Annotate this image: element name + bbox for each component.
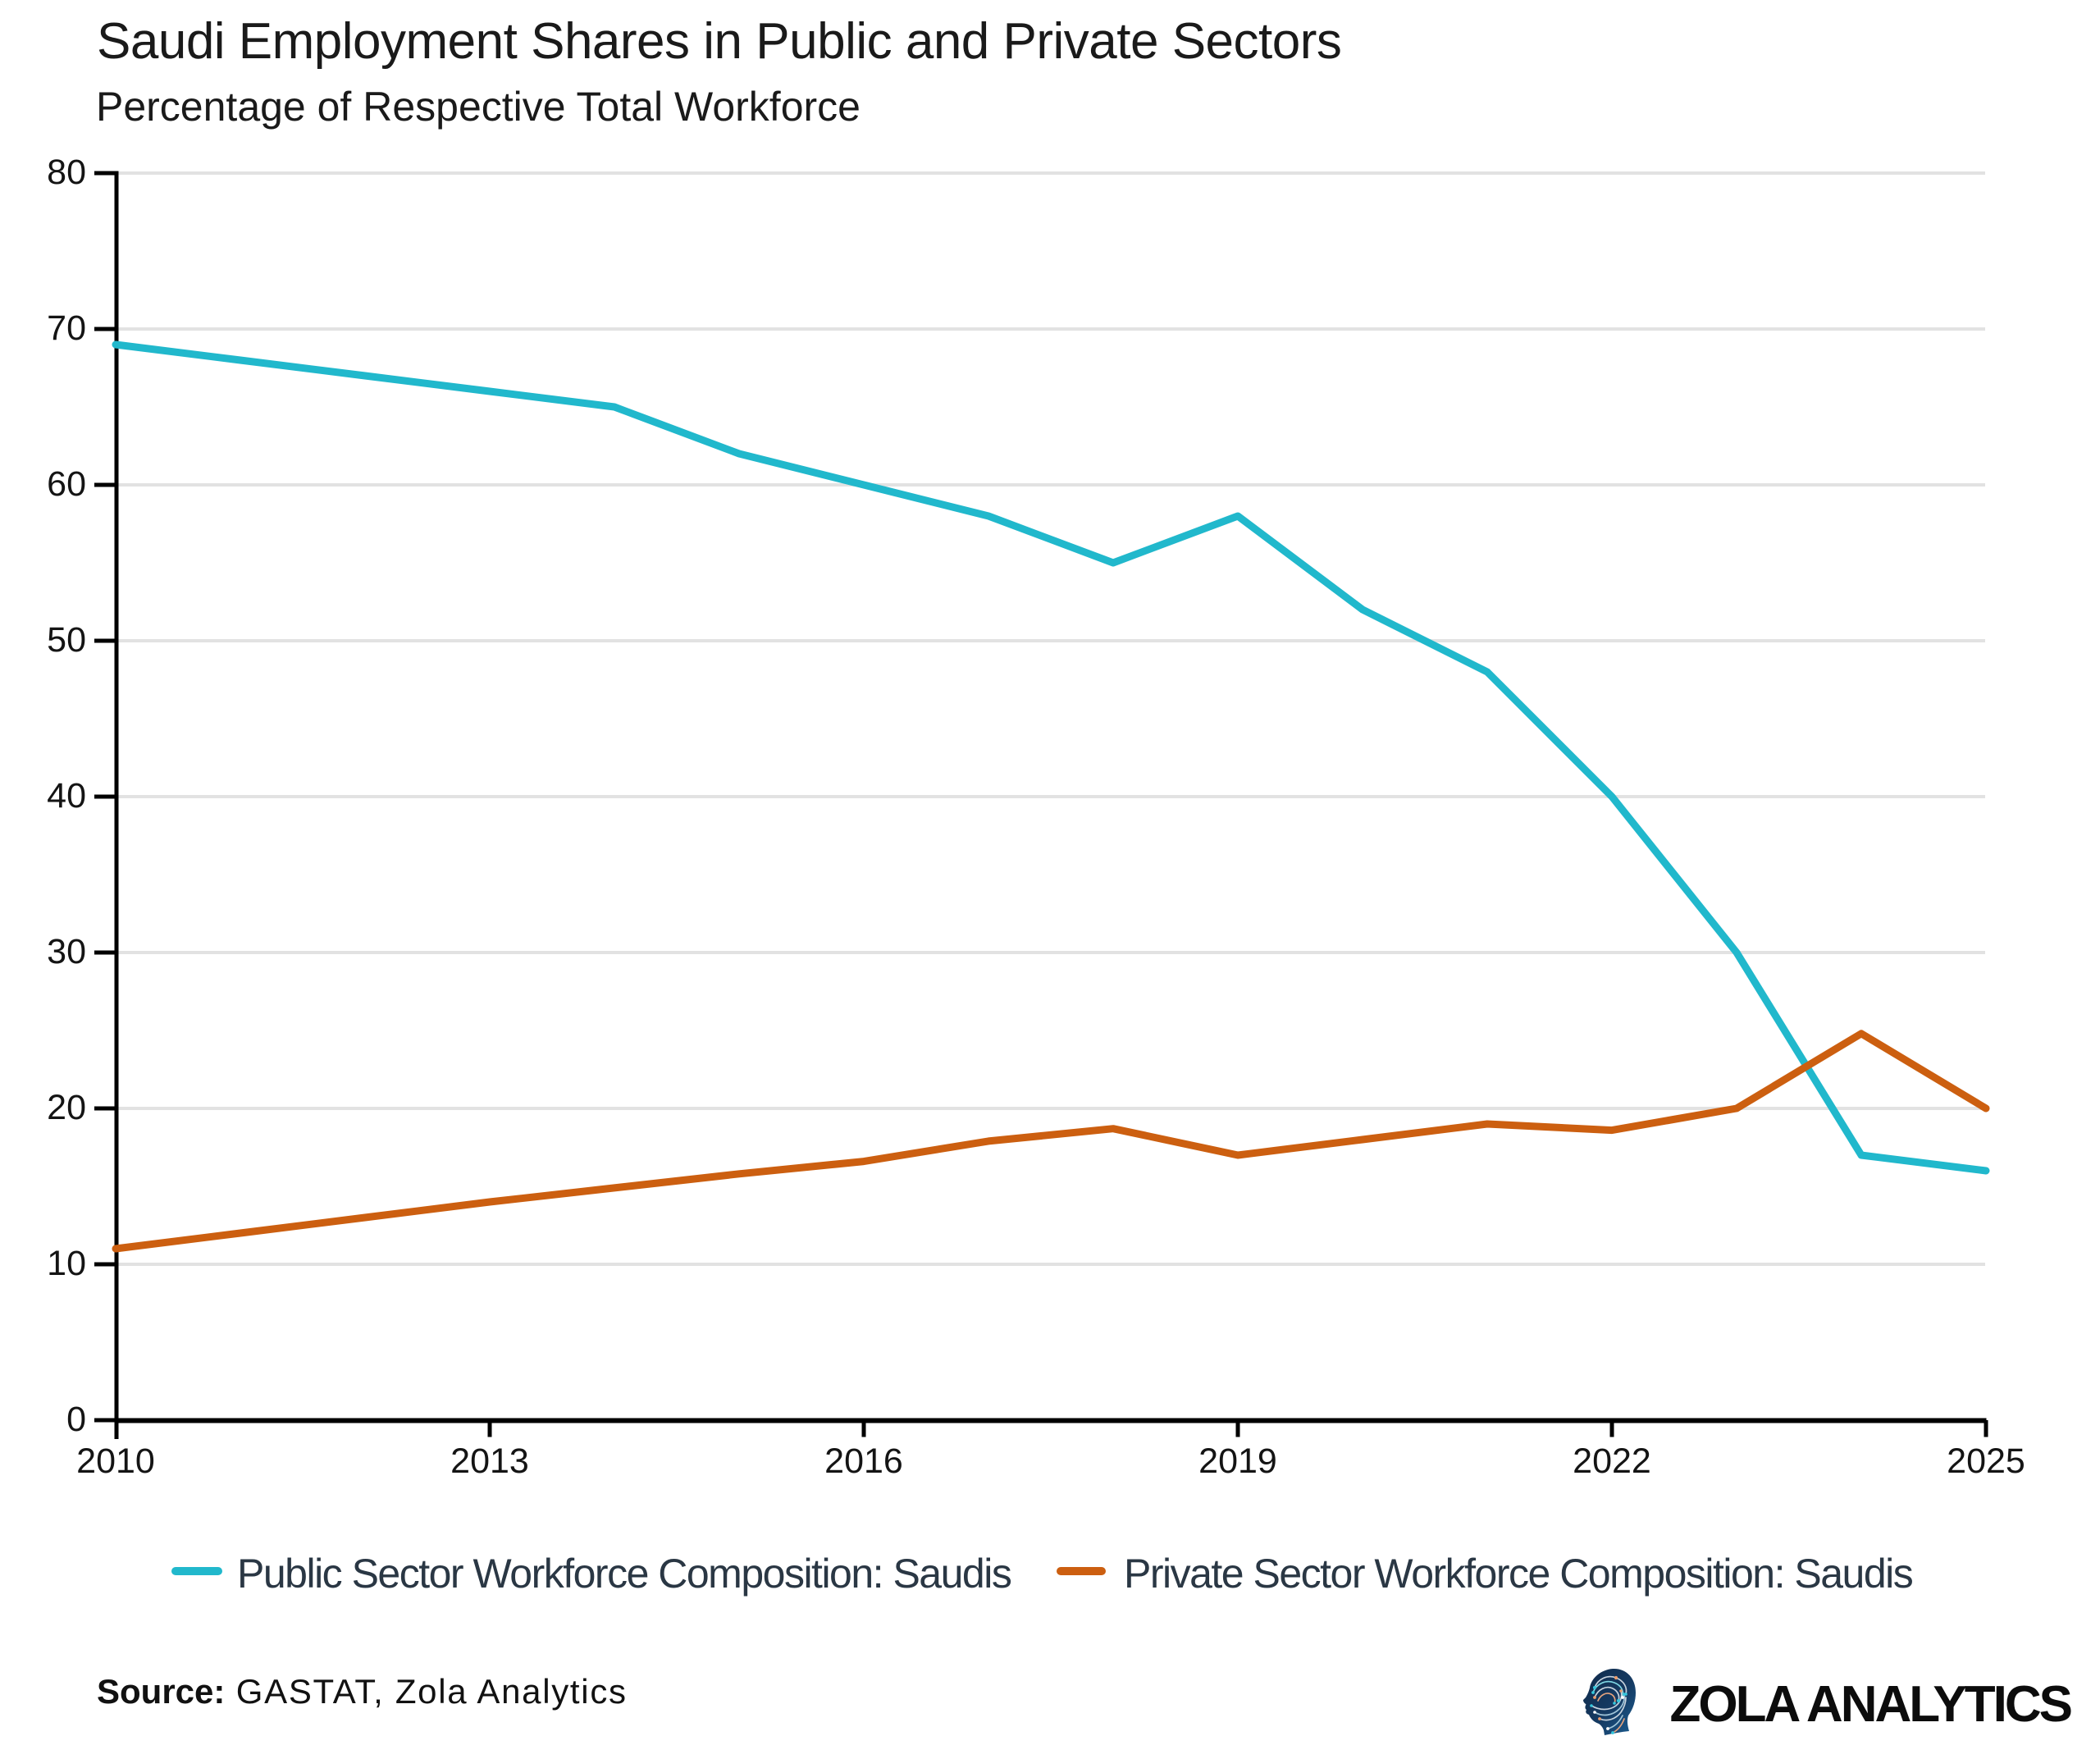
svg-text:2022: 2022: [1573, 1441, 1651, 1481]
svg-text:70: 70: [47, 308, 86, 348]
svg-text:Saudi Employment Shares in Pub: Saudi Employment Shares in Public and Pr…: [97, 13, 1341, 70]
svg-text:Percentage of Respective Total: Percentage of Respective Total Workforce: [96, 84, 861, 130]
svg-text:2016: 2016: [824, 1441, 903, 1481]
svg-text:2019: 2019: [1198, 1441, 1277, 1481]
svg-text:Private Sector Workforce Compo: Private Sector Workforce Composition: Sa…: [1124, 1551, 1913, 1597]
svg-text:ZOLA ANALYTICS: ZOLA ANALYTICS: [1670, 1676, 2071, 1733]
svg-text:2025: 2025: [1947, 1441, 2025, 1481]
svg-text:2013: 2013: [450, 1441, 529, 1481]
svg-text:60: 60: [47, 464, 86, 504]
svg-text:50: 50: [47, 620, 86, 660]
svg-text:2010: 2010: [76, 1441, 155, 1481]
svg-text:30: 30: [47, 932, 86, 971]
svg-text:Source: GASTAT, Zola Analytics: Source: GASTAT, Zola Analytics: [97, 1672, 628, 1711]
svg-text:20: 20: [47, 1088, 86, 1127]
svg-text:0: 0: [66, 1400, 86, 1439]
svg-text:40: 40: [47, 776, 86, 816]
svg-text:Public Sector Workforce Compos: Public Sector Workforce Composition: Sau…: [237, 1551, 1011, 1597]
svg-text:80: 80: [47, 153, 86, 192]
svg-text:10: 10: [47, 1244, 86, 1283]
